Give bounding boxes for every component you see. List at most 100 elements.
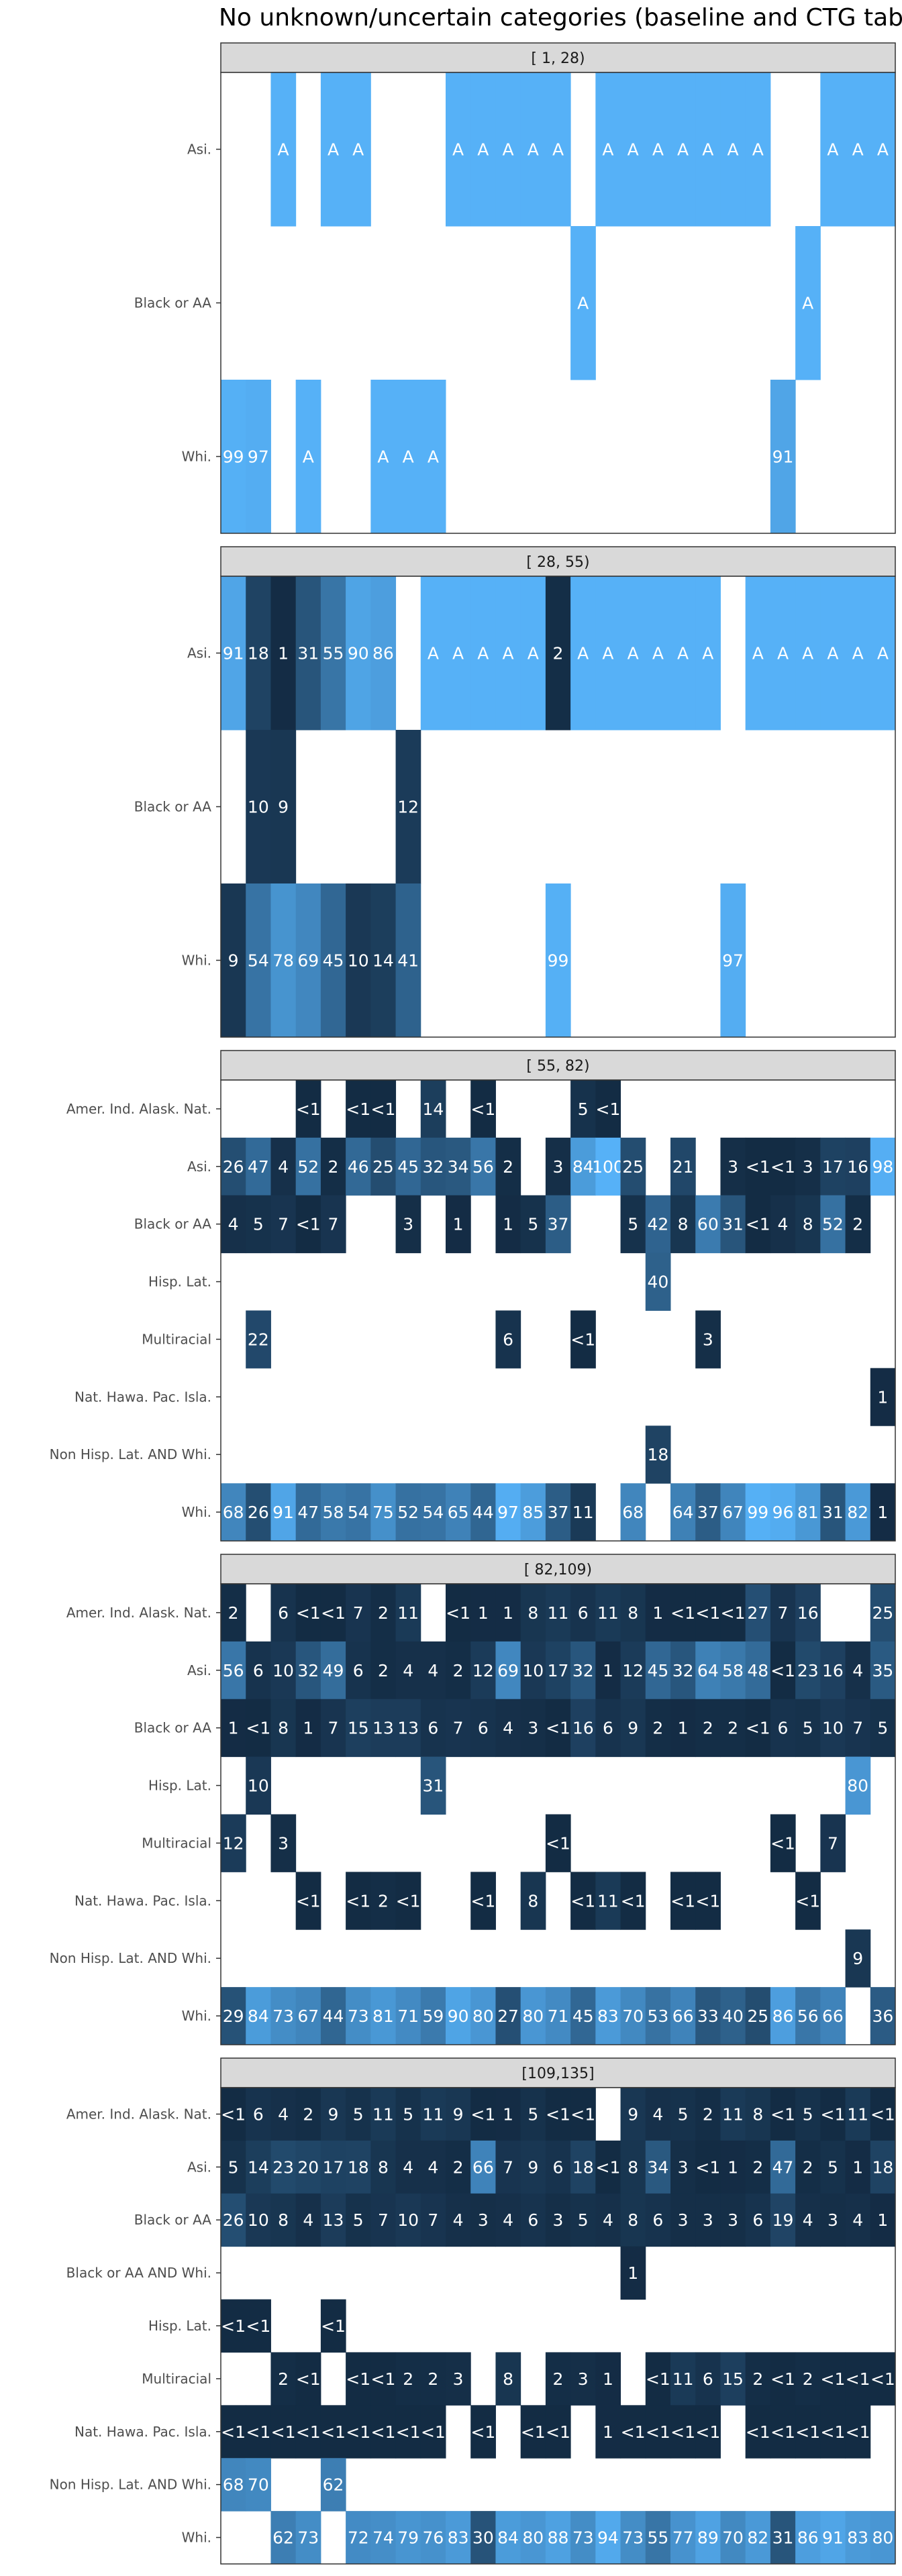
cell-label: 14 (248, 2157, 269, 2177)
heatmap-cell (870, 72, 896, 227)
cell-label: 12 (622, 1661, 644, 1680)
cell-label: 75 (372, 1503, 394, 1522)
cell-label: 8 (503, 2369, 513, 2389)
heatmap-cell (595, 1137, 621, 1196)
heatmap-cell (470, 1872, 496, 1930)
heatmap-cell (595, 576, 621, 731)
heatmap-cell (870, 1987, 896, 2045)
heatmap-cell (745, 1195, 771, 1254)
cell-label: 8 (528, 1603, 538, 1623)
heatmap-cell (320, 2088, 346, 2141)
cell-label: 40 (647, 1273, 668, 1292)
heatmap-cell (720, 1699, 746, 1758)
heatmap-cell (870, 2140, 896, 2194)
heatmap-cell (295, 883, 321, 1038)
cell-label: <1 (296, 1603, 321, 1623)
cell-label: 31 (822, 1503, 844, 1522)
cell-label: 11 (422, 2104, 444, 2124)
y-tick-label: Whi. (182, 449, 211, 465)
cell-label: 48 (747, 1661, 768, 1680)
cell-label: 67 (297, 2006, 319, 2026)
cell-label: 73 (622, 2528, 644, 2548)
heatmap-cell (320, 1137, 346, 1196)
cell-label: 1 (303, 1719, 313, 1738)
heatmap-cell (395, 2405, 421, 2459)
cell-label: 79 (397, 2528, 419, 2548)
heatmap-cell (270, 730, 297, 884)
y-tick-label: Black or AA (134, 1216, 212, 1232)
heatmap-cell (246, 2140, 271, 2194)
heatmap-cell (420, 1483, 446, 1542)
cell-label: 80 (872, 2528, 893, 2548)
cell-label: 97 (722, 951, 744, 971)
heatmap-cell (795, 2511, 821, 2565)
cell-label: 2 (803, 2157, 813, 2177)
y-tick-label: Whi. (182, 2008, 211, 2024)
cell-label: 69 (497, 1661, 519, 1680)
cell-label: 68 (622, 1503, 644, 1522)
heatmap-cell (845, 1699, 871, 1758)
heatmap-cell (446, 1584, 471, 1642)
heatmap-cell (595, 1699, 621, 1758)
cell-label: 4 (652, 2104, 663, 2124)
cell-label: 6 (353, 1661, 364, 1680)
cell-label: 49 (323, 1661, 344, 1680)
heatmap-cell (595, 2405, 621, 2459)
heatmap-cell (470, 1080, 496, 1138)
heatmap-cell (320, 1483, 346, 1542)
cell-label: 7 (778, 1603, 789, 1623)
cell-label: 80 (472, 2006, 494, 2026)
cell-label: <1 (846, 2422, 870, 2442)
heatmap-cell (670, 2193, 696, 2247)
heatmap-cell (645, 576, 671, 731)
heatmap-cell (221, 1699, 246, 1758)
cell-label: 2 (453, 1661, 464, 1680)
cell-label: 22 (248, 1330, 269, 1349)
heatmap-cell (520, 1872, 546, 1930)
cell-label: 2 (328, 1157, 339, 1177)
cell-label: <1 (746, 1215, 770, 1234)
cell-label: 7 (453, 1719, 464, 1738)
heatmap-cell (720, 2511, 746, 2565)
heatmap-cell (320, 2140, 346, 2194)
cell-label: 99 (548, 951, 569, 971)
cell-label: 69 (297, 951, 319, 971)
cell-label: 6 (778, 1719, 789, 1738)
heatmap-cell (795, 2352, 821, 2406)
heatmap-cell (246, 1483, 271, 1542)
cell-label: A (802, 294, 813, 313)
heatmap-cell (545, 2088, 571, 2141)
cell-label: 5 (803, 2104, 813, 2124)
heatmap-cell (395, 1137, 421, 1196)
cell-label: 11 (597, 1603, 619, 1623)
cell-label: 1 (603, 1661, 613, 1680)
heatmap-cell (346, 2088, 371, 2141)
heatmap-cell (495, 2352, 521, 2406)
heatmap-cell (221, 2405, 246, 2459)
cell-label: 25 (747, 2006, 768, 2026)
heatmap-cell (720, 2140, 746, 2194)
cell-label: 19 (772, 2210, 794, 2230)
cell-label: <1 (221, 2104, 246, 2124)
heatmap-cell (695, 576, 721, 731)
cell-label: 59 (422, 2006, 444, 2026)
cell-label: 8 (628, 2210, 638, 2230)
y-tick-label: Asi. (187, 1662, 211, 1678)
cell-label: 6 (752, 2210, 763, 2230)
cell-label: 73 (348, 2006, 369, 2026)
cell-label: <1 (570, 1330, 595, 1349)
heatmap-cell (820, 2405, 846, 2459)
heatmap-cell (845, 2193, 871, 2247)
cell-label: <1 (695, 2157, 720, 2177)
cell-label: <1 (346, 2369, 370, 2389)
heatmap-cell (795, 1195, 821, 1254)
cell-label: 3 (553, 1157, 564, 1177)
heatmap-cell (695, 1310, 721, 1368)
cell-label: 2 (503, 1157, 513, 1177)
heatmap-cell (620, 1699, 646, 1758)
cell-label: 80 (522, 2528, 544, 2548)
cell-label: 7 (378, 2210, 389, 2230)
cell-label: 23 (272, 2157, 294, 2177)
cell-label: <1 (246, 2316, 270, 2336)
cell-label: 1 (877, 2210, 888, 2230)
